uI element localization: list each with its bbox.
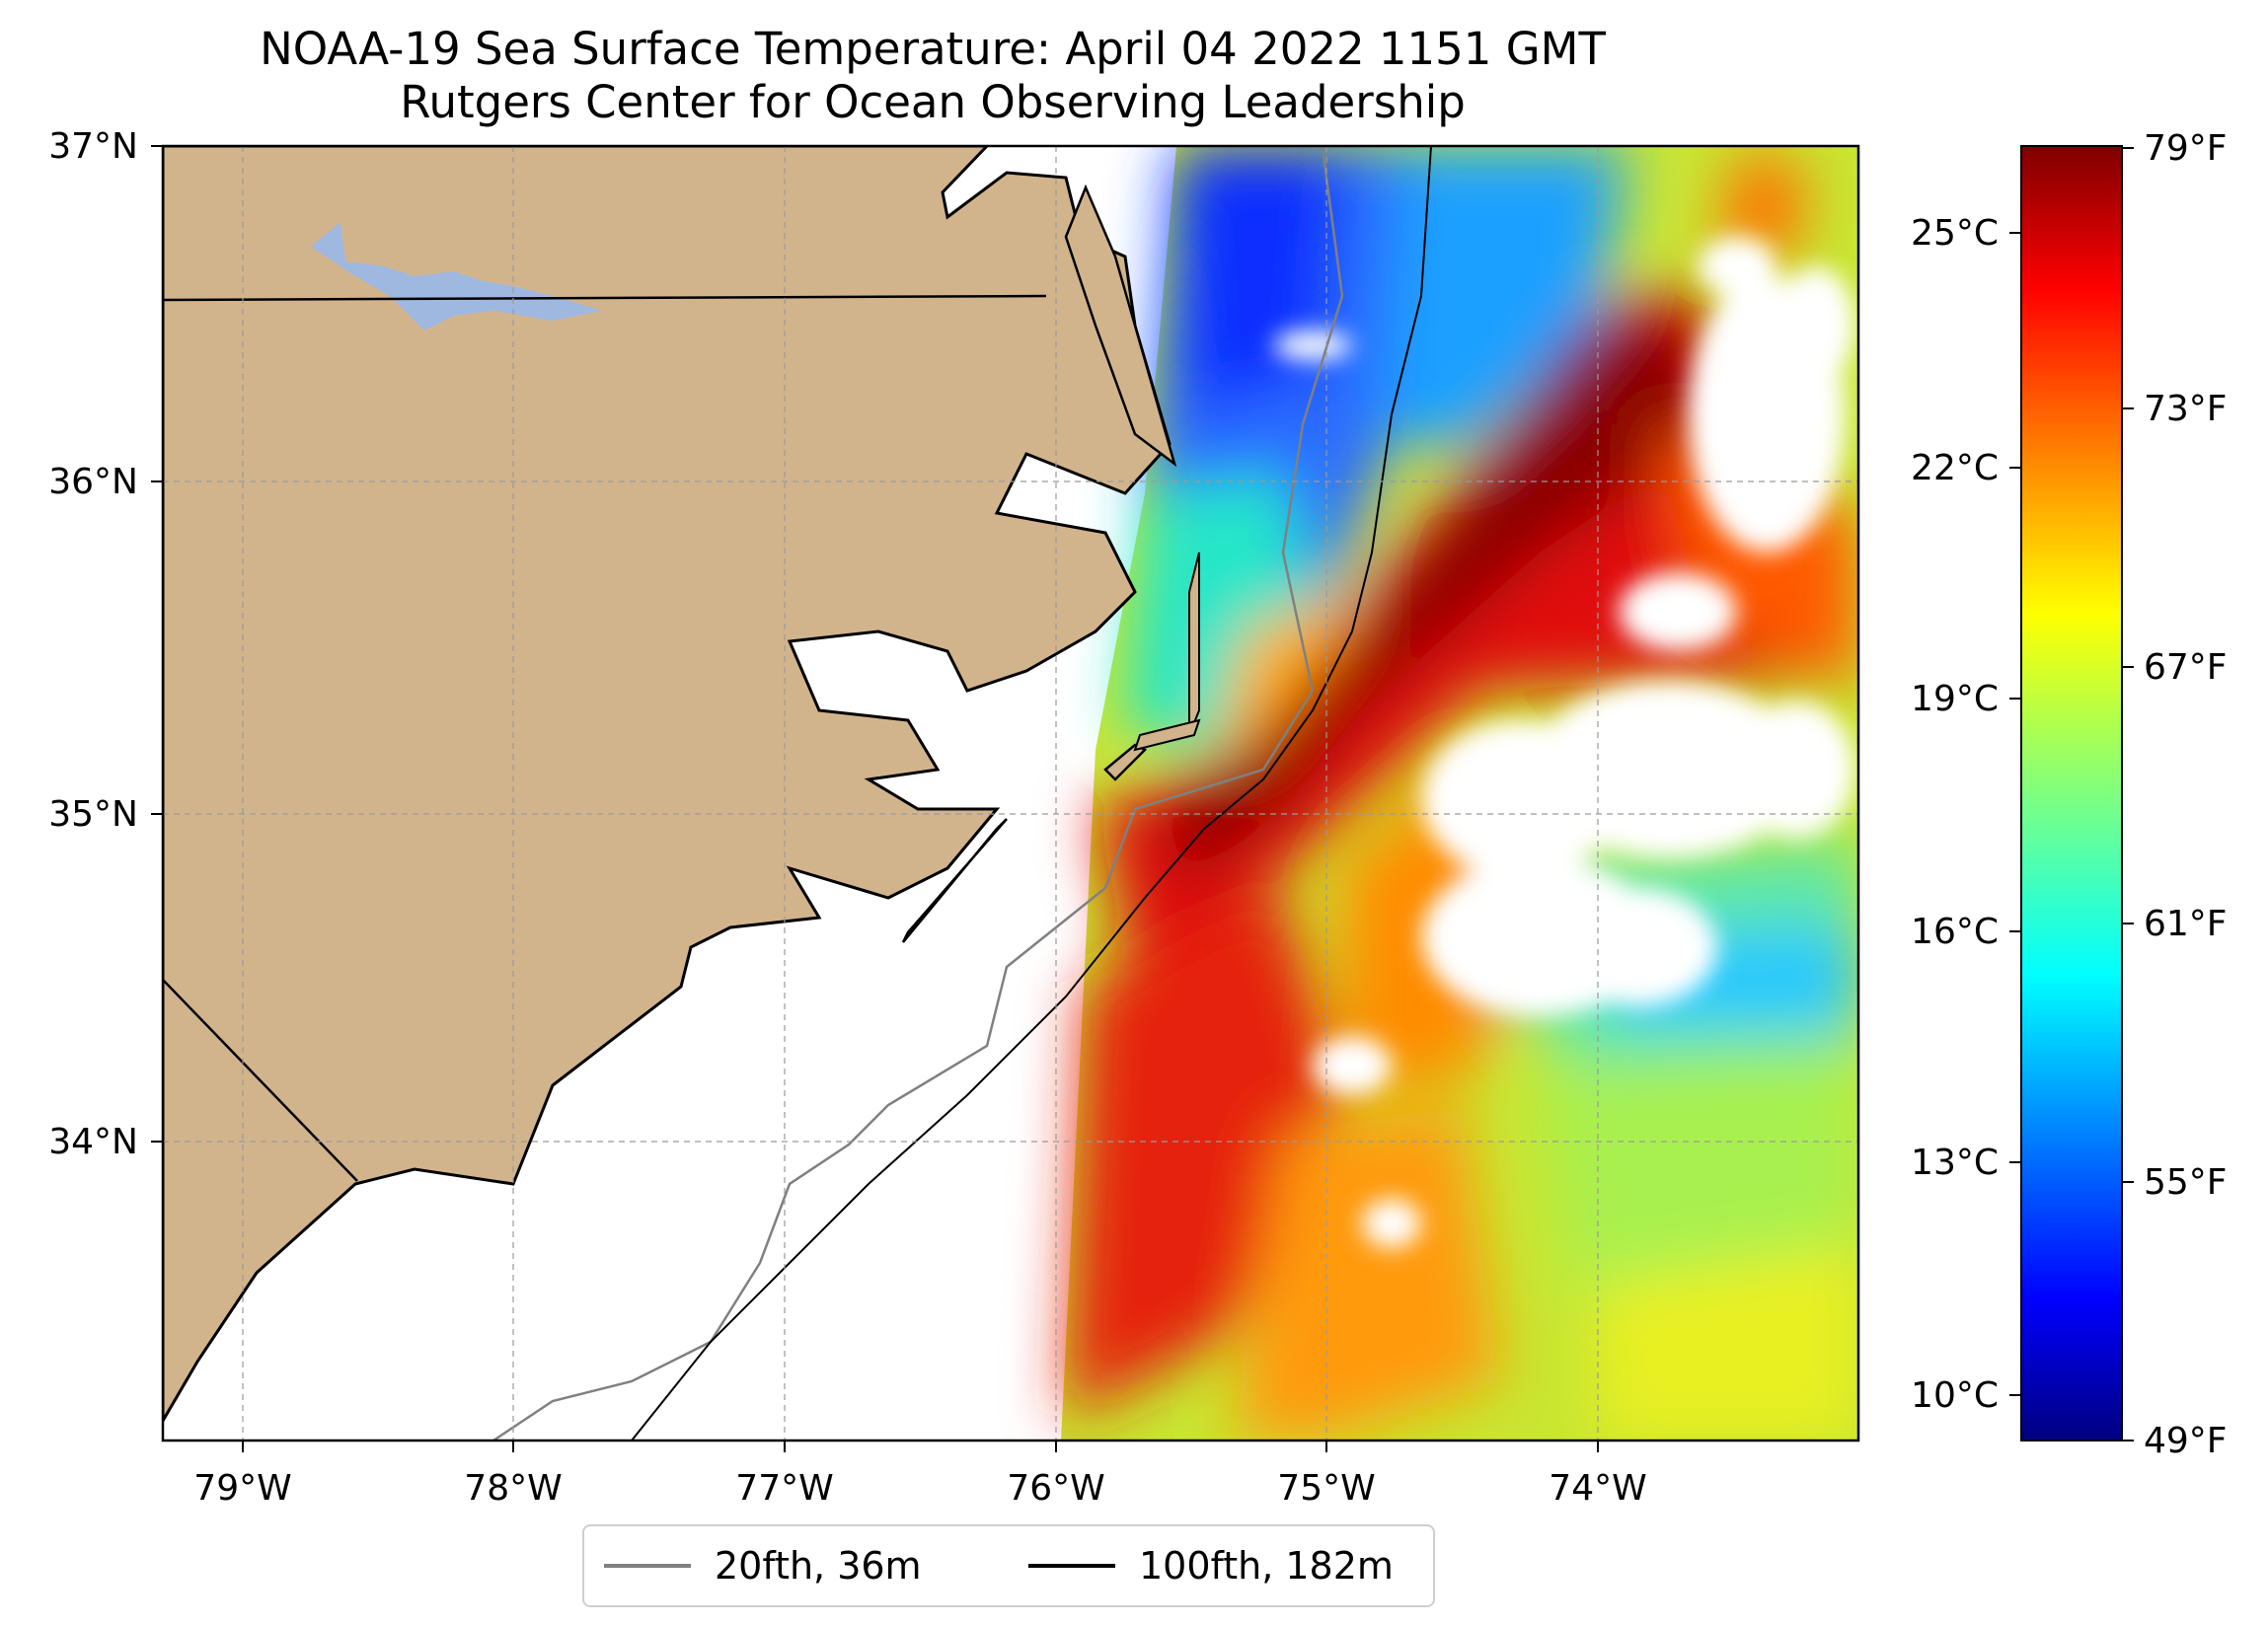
chart-subtitle: Rutgers Center for Ocean Observing Leade… (400, 76, 1466, 128)
colorbar-fahrenheit-label: 79°F (2144, 128, 2228, 169)
lon-label: 75°W (1277, 1468, 1375, 1509)
colorbar-celsius-label: 22°C (1911, 448, 1999, 488)
lon-label: 79°W (193, 1468, 291, 1509)
map-area (163, 146, 1858, 1441)
state-border-va-nc (163, 294, 1047, 302)
colorbar-celsius-label: 25°C (1911, 213, 1999, 254)
gridlines (163, 146, 1858, 1441)
lon-label: 76°W (1007, 1468, 1104, 1509)
lon-label: 74°W (1549, 1468, 1646, 1509)
legend-label: 20fth, 36m (715, 1544, 922, 1588)
colorbar-celsius-label: 10°C (1911, 1375, 1999, 1416)
colorbar-fahrenheit-label: 67°F (2144, 647, 2228, 688)
contour-100fth (631, 146, 1432, 1441)
colorbar-celsius-label: 16°C (1911, 912, 1999, 952)
lat-label: 37°N (48, 126, 138, 167)
legend-line-20fth (604, 1564, 691, 1568)
contour-20fth (492, 147, 1344, 1441)
colorbar-ticks (2009, 147, 2134, 1441)
lon-label: 78°W (464, 1468, 562, 1509)
lake (311, 222, 602, 331)
axis-ticks (151, 145, 1599, 1452)
legend-line-100fth (1028, 1564, 1115, 1568)
legend-item: 20fth, 36m (604, 1526, 922, 1605)
colorbar-fahrenheit-label: 55°F (2144, 1162, 2228, 1203)
sst-swath (1061, 146, 1858, 1441)
colorbar (2020, 145, 2123, 1441)
lat-label: 34°N (48, 1122, 138, 1162)
legend: 20fth, 36m 100fth, 182m (582, 1524, 1435, 1607)
colorbar-fahrenheit-label: 61°F (2144, 904, 2228, 944)
lat-label: 35°N (48, 794, 138, 835)
colorbar-celsius-label: 19°C (1911, 679, 1999, 719)
colorbar-fahrenheit-label: 49°F (2144, 1421, 2228, 1461)
colorbar-celsius-label: 13°C (1911, 1143, 1999, 1183)
land (163, 146, 1201, 1424)
chart-title: NOAA-19 Sea Surface Temperature: April 0… (260, 23, 1606, 75)
lon-label: 77°W (735, 1468, 833, 1509)
legend-item: 100fth, 182m (1028, 1526, 1394, 1605)
state-border-nc-sc (163, 979, 358, 1182)
map-frame (161, 144, 1860, 1442)
lat-label: 36°N (48, 462, 138, 502)
colorbar-fahrenheit-label: 73°F (2144, 389, 2228, 429)
legend-label: 100fth, 182m (1139, 1544, 1394, 1588)
